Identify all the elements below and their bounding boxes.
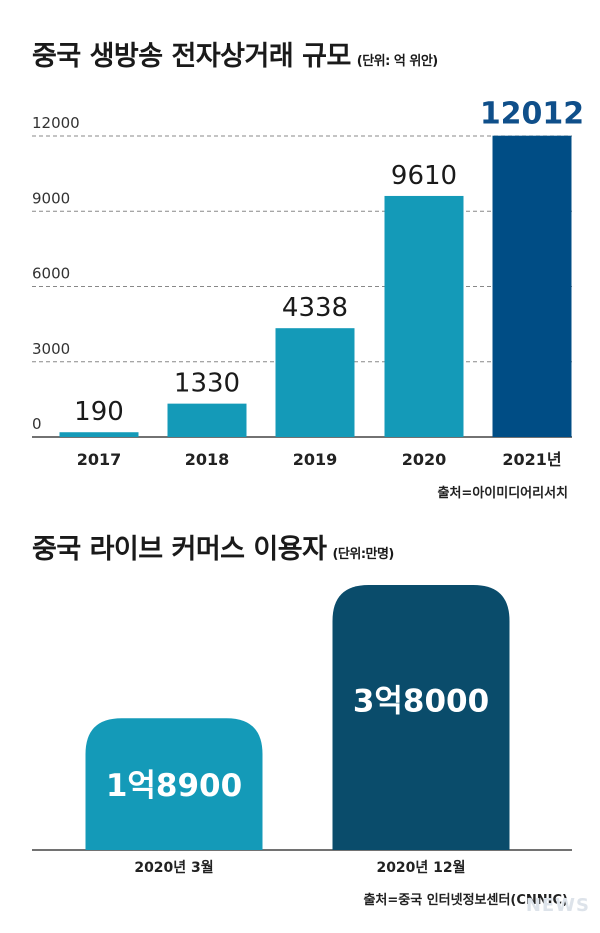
value-label-2020년 3월: 1억8900 [106, 768, 242, 804]
chart1-source: 출처=아이미디어리서치 [437, 486, 569, 501]
x-tick-2021년: 2021년 [502, 450, 561, 469]
value-label-2017: 190 [74, 397, 124, 427]
value-label-2020: 9610 [391, 161, 457, 191]
x-tick-2017: 2017 [77, 450, 122, 469]
bar-2020 [384, 195, 464, 437]
bar-2021년 [492, 135, 572, 437]
chart2-source: 출처=중국 인터넷정보센터(CNNIC) [363, 893, 568, 908]
x-tick-2019: 2019 [293, 450, 338, 469]
y-tick-0: 0 [32, 415, 42, 433]
x-tick-2020년 12월: 2020년 12월 [376, 859, 465, 876]
y-tick-6000: 6000 [32, 265, 70, 283]
x-tick-2020년 3월: 2020년 3월 [134, 859, 213, 876]
x-tick-2020: 2020 [402, 450, 447, 469]
bar-2017 [59, 432, 139, 437]
chart2-title-text: 중국 라이브 커머스 이용자 [32, 534, 327, 565]
y-tick-3000: 3000 [32, 340, 70, 358]
chart1-title-text: 중국 생방송 전자상거래 규모 [32, 41, 351, 72]
x-tick-2018: 2018 [185, 450, 230, 469]
chart1-title: 중국 생방송 전자상거래 규모 (단위: 억 위안) [32, 34, 438, 73]
value-label-2019: 4338 [282, 293, 348, 323]
watermark-logo: NEWS [525, 895, 590, 916]
y-tick-9000: 9000 [32, 189, 70, 207]
y-tick-12000: 12000 [32, 114, 80, 132]
chart1-unit: (단위: 억 위안) [356, 54, 438, 69]
bar-2019 [275, 328, 355, 437]
value-label-2018: 1330 [174, 369, 240, 399]
chart2-unit: (단위:만명) [332, 547, 394, 562]
bar-2018 [167, 403, 247, 437]
chart2-bar-chart: 1억8900 2020년 3월 3억8000 2020년 12월 [32, 585, 572, 876]
bar-2020년 12월 [332, 585, 510, 850]
value-label-2021년: 12012 [480, 97, 584, 132]
value-label-2020년 12월: 3억8000 [353, 684, 489, 720]
chart1-bar-chart: 0 3000 6000 9000 12000 190 2017 1330 2018 4338 201… [32, 97, 584, 469]
chart2-title: 중국 라이브 커머스 이용자 (단위:만명) [32, 527, 394, 566]
bar-2020년 3월 [85, 718, 263, 850]
